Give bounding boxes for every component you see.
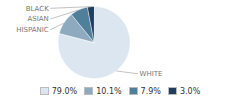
svg-text:BLACK: BLACK: [26, 5, 49, 13]
svg-text:HISPANIC: HISPANIC: [16, 26, 49, 34]
svg-text:ASIAN: ASIAN: [27, 15, 48, 23]
html-text:3.0%: 3.0%: [179, 86, 201, 96]
html-text:7.9%: 7.9%: [140, 86, 161, 96]
html-text:10.1%: 10.1%: [96, 86, 122, 96]
svg-text:WHITE: WHITE: [139, 70, 162, 78]
html-text:79.0%: 79.0%: [51, 86, 78, 96]
